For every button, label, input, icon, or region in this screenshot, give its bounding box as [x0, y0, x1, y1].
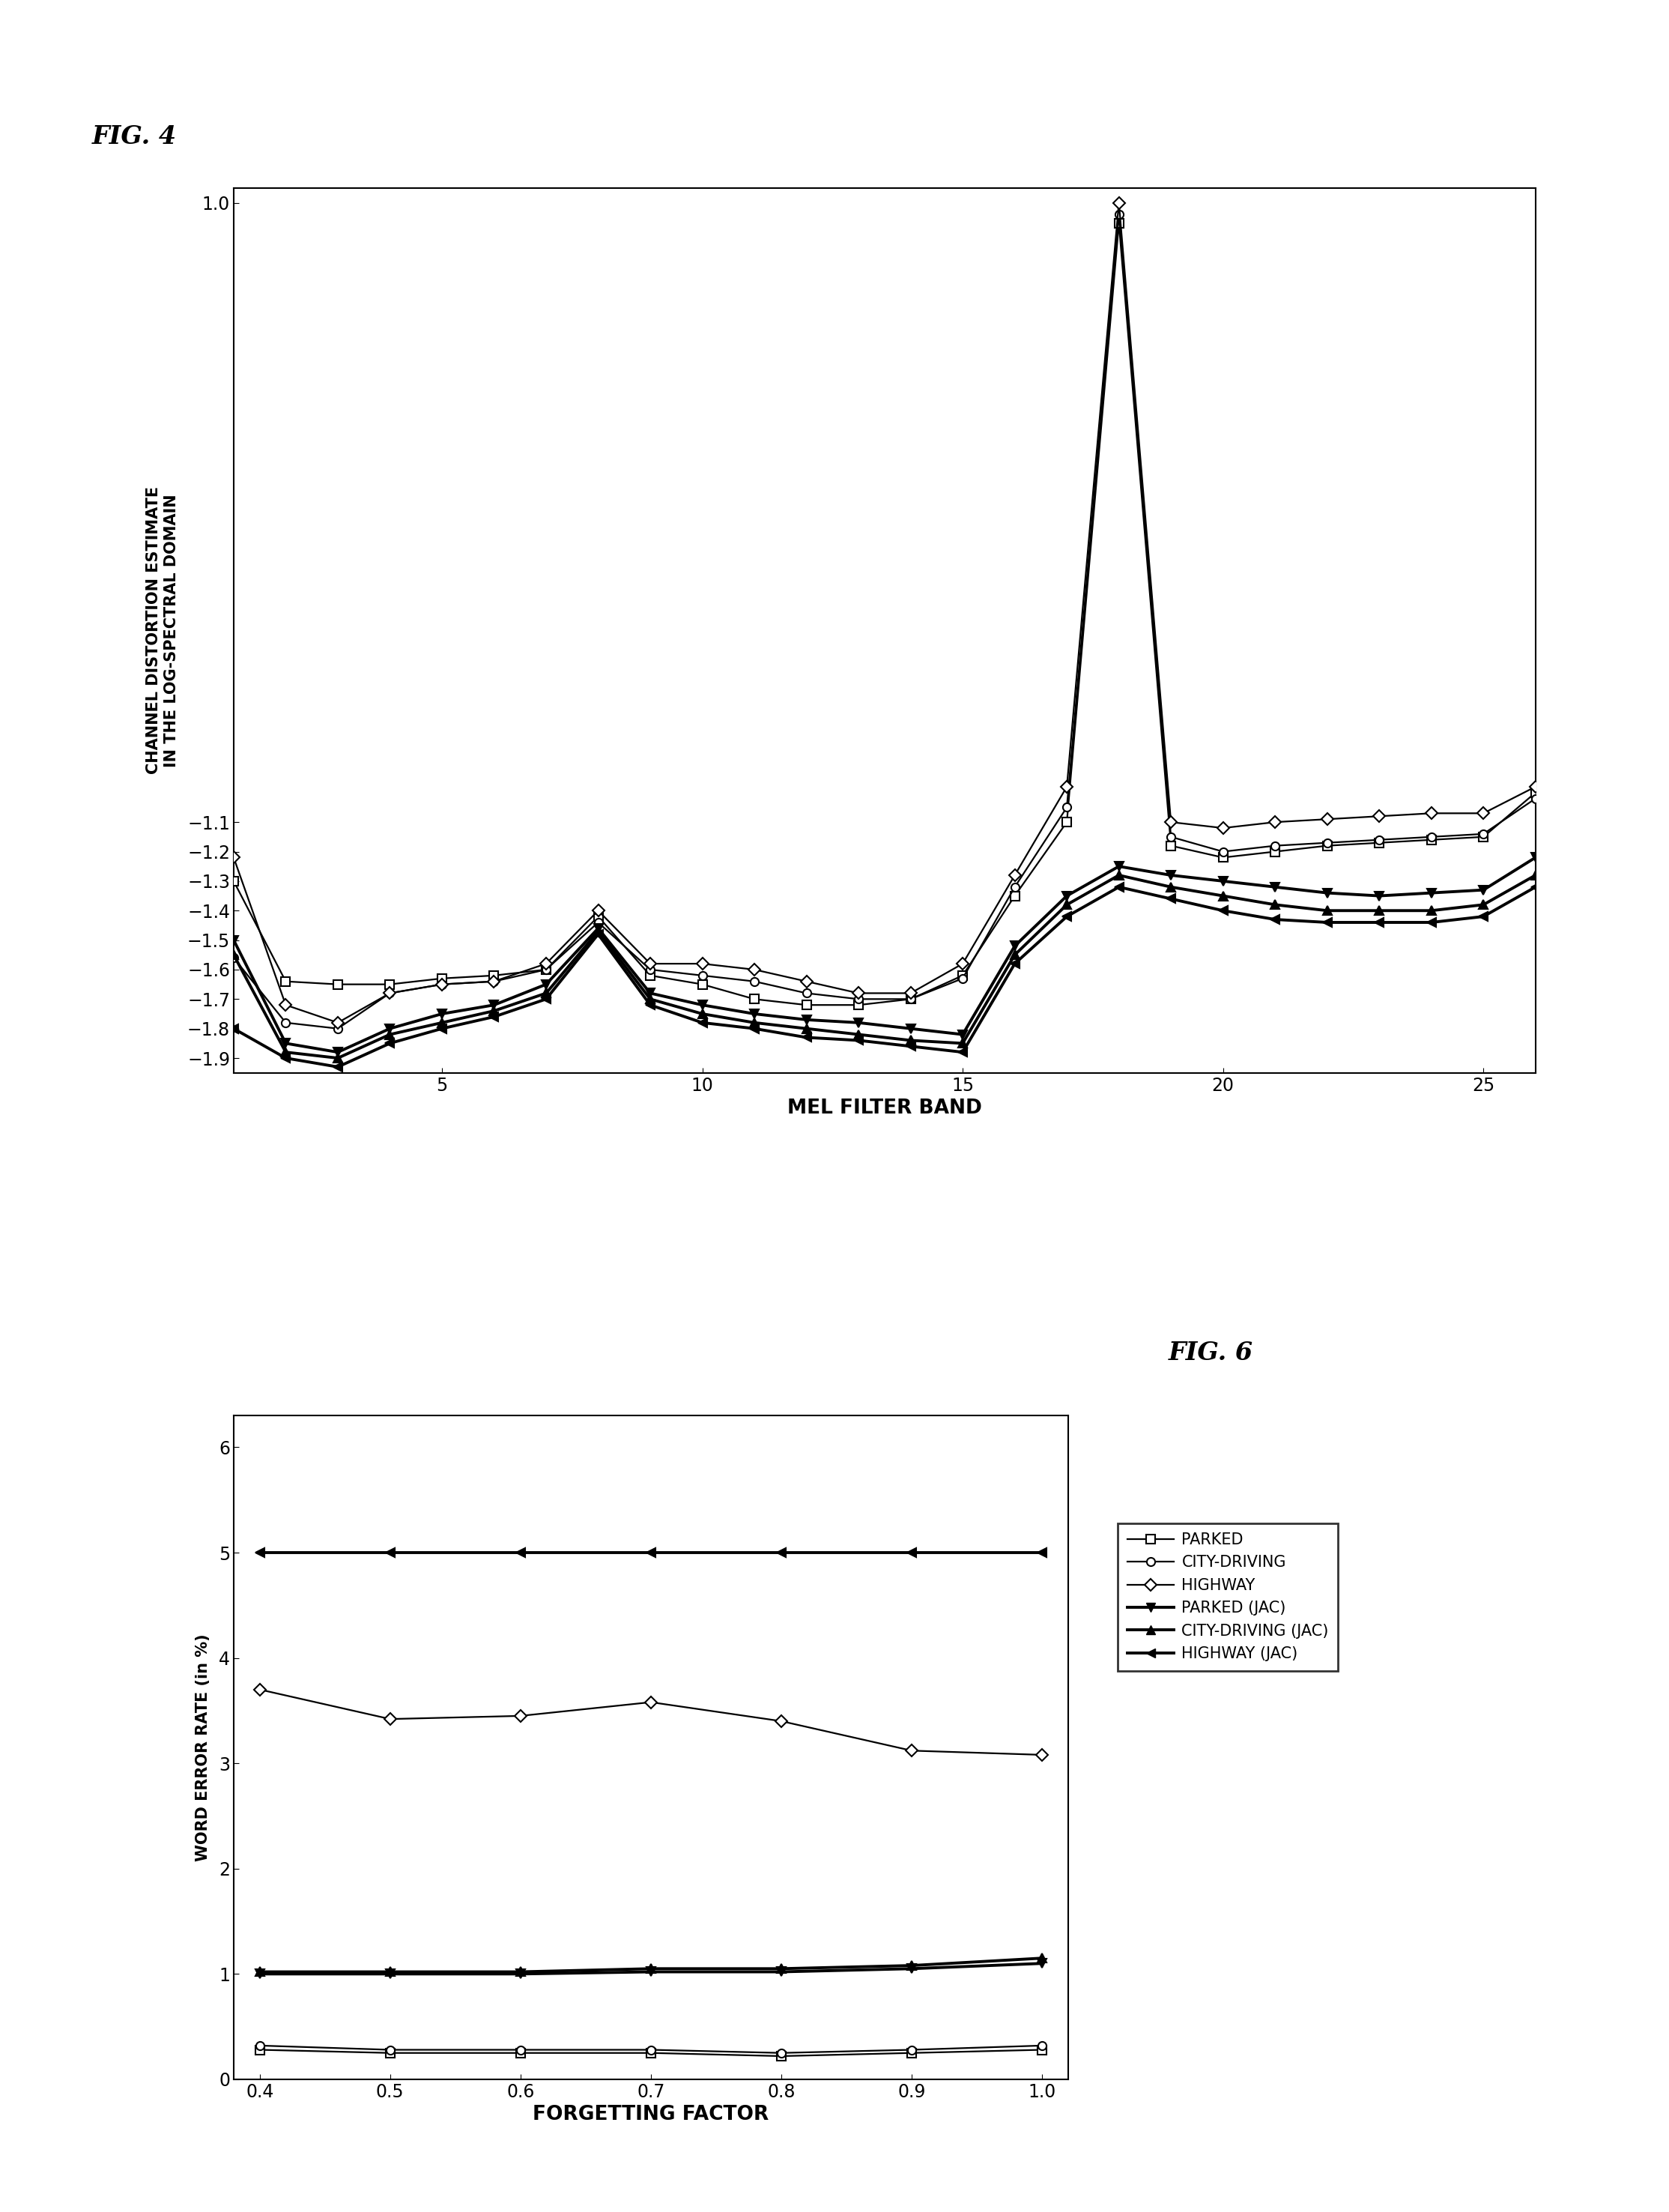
Legend: PARKED, CITY-DRIVING, HIGHWAY, PARKED (JAC), CITY-DRIVING (JAC), HIGHWAY (JAC): PARKED, CITY-DRIVING, HIGHWAY, PARKED (J… [1118, 1524, 1339, 1670]
X-axis label: MEL FILTER BAND: MEL FILTER BAND [788, 1099, 981, 1117]
Y-axis label: WORD ERROR RATE (in %): WORD ERROR RATE (in %) [195, 1635, 210, 1860]
Y-axis label: CHANNEL DISTORTION ESTIMATE
IN THE LOG-SPECTRAL DOMAIN: CHANNEL DISTORTION ESTIMATE IN THE LOG-S… [147, 487, 179, 774]
X-axis label: FORGETTING FACTOR: FORGETTING FACTOR [532, 2106, 769, 2124]
Text: FIG. 4: FIG. 4 [92, 124, 177, 148]
Text: FIG. 6: FIG. 6 [1168, 1340, 1253, 1365]
